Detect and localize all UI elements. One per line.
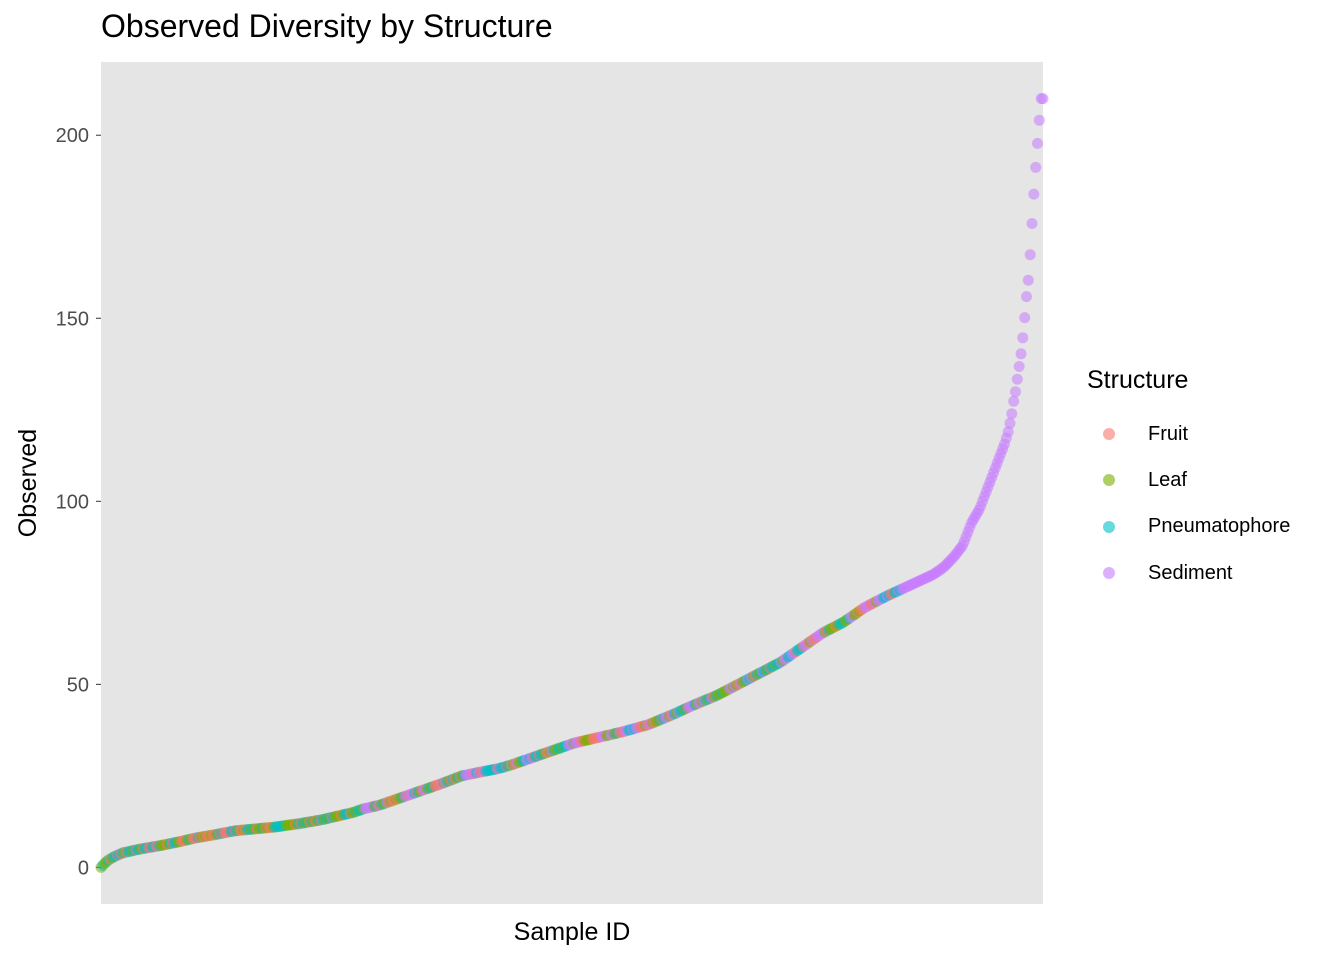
legend-label: Leaf	[1148, 468, 1187, 491]
legend-label: Sediment	[1148, 561, 1233, 584]
legend-key	[1087, 457, 1131, 503]
legend-items: Fruit Leaf Pneumatophore Sediment	[1087, 411, 1290, 596]
data-point-sediment	[1017, 332, 1029, 344]
legend-key	[1087, 504, 1131, 550]
data-point-sediment	[1033, 114, 1045, 126]
data-points	[95, 93, 1049, 873]
y-tick-label: 150	[56, 308, 89, 330]
data-point-sediment	[1013, 361, 1025, 372]
data-point-sediment	[1004, 417, 1016, 429]
data-point-sediment	[1026, 218, 1038, 229]
legend-item-fruit: Fruit	[1087, 411, 1290, 457]
data-point-sediment	[1010, 386, 1021, 398]
y-tick-label: 100	[56, 491, 89, 513]
data-point-sediment	[1028, 188, 1040, 200]
data-point-sediment	[1019, 312, 1031, 324]
data-point-sediment	[1008, 395, 1020, 407]
legend-label: Pneumatophore	[1148, 515, 1291, 538]
legend-item-sediment: Sediment	[1087, 550, 1290, 596]
data-point-sediment	[1006, 408, 1018, 420]
data-point-sediment	[1032, 137, 1043, 149]
legend-item-leaf: Leaf	[1087, 457, 1290, 503]
legend: Structure Fruit Leaf Pneumatophore Sediment	[1087, 366, 1290, 596]
data-point-sediment	[1037, 93, 1049, 105]
y-tick-label: 0	[78, 857, 89, 879]
y-tick-label: 50	[67, 674, 89, 696]
data-point-sediment	[1011, 373, 1023, 385]
legend-key	[1087, 550, 1131, 596]
legend-key	[1087, 411, 1131, 457]
x-axis-title: Sample ID	[514, 918, 631, 946]
data-point-sediment	[1024, 249, 1036, 261]
data-point-sediment	[1015, 348, 1027, 360]
data-point-sediment	[1030, 161, 1042, 173]
y-tick-label: 200	[56, 125, 89, 147]
legend-label: Fruit	[1148, 422, 1188, 445]
data-point-sediment	[1021, 291, 1032, 303]
y-axis: 0 50 100 150 200	[56, 125, 101, 879]
data-point-sediment	[1022, 274, 1034, 286]
legend-marker	[1103, 567, 1115, 580]
chart-title: Observed Diversity by Structure	[101, 8, 553, 44]
legend-item-pneumatophore: Pneumatophore	[1087, 504, 1290, 550]
plot-panel	[101, 62, 1043, 904]
y-axis-title: Observed	[14, 429, 42, 537]
legend-marker	[1103, 520, 1115, 533]
legend-title: Structure	[1087, 366, 1189, 394]
legend-marker	[1103, 428, 1115, 441]
legend-marker	[1103, 474, 1115, 487]
data-point-sediment	[1002, 426, 1014, 438]
